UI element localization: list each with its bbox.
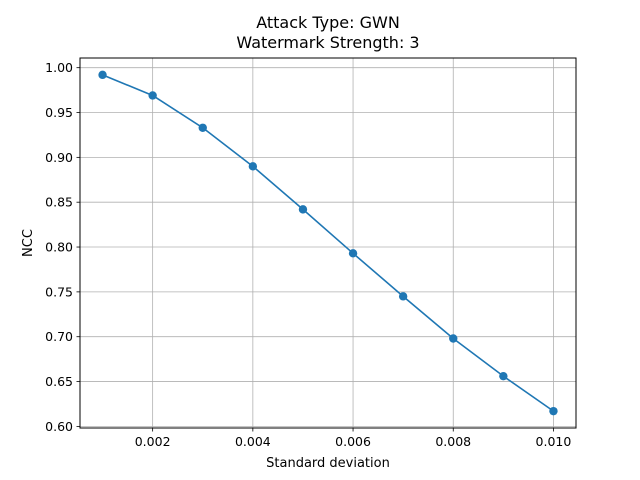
data-point bbox=[549, 406, 558, 416]
data-point bbox=[148, 91, 157, 100]
y-tick-label: 0.60 bbox=[45, 419, 73, 434]
x-tick-label: 0.008 bbox=[435, 434, 471, 449]
ticks-layer: 0.002 0.004 0.006 0.008 0.010 0.60 0.65 0.70 0.7… bbox=[45, 60, 571, 449]
chart-title-line1: Attack Type: GWN bbox=[256, 13, 400, 32]
grid bbox=[80, 58, 576, 428]
y-tick-label: 0.85 bbox=[45, 195, 73, 210]
y-tick-label: 0.80 bbox=[45, 240, 73, 255]
y-tick-label: 0.65 bbox=[45, 374, 73, 389]
x-tick-label: 0.002 bbox=[135, 434, 171, 449]
data-point bbox=[398, 292, 408, 301]
x-tick-label: 0.006 bbox=[335, 434, 371, 449]
data-point bbox=[298, 205, 308, 214]
y-tick-label: 0.90 bbox=[45, 150, 73, 165]
x-tick-label: 0.004 bbox=[235, 434, 271, 449]
data-point bbox=[348, 249, 358, 258]
data-point bbox=[198, 123, 207, 132]
y-tick-label: 0.95 bbox=[45, 105, 73, 120]
data-point bbox=[248, 162, 258, 171]
data-point bbox=[449, 334, 458, 343]
series-layer bbox=[98, 70, 558, 416]
series-line bbox=[102, 74, 554, 412]
y-tick-label: 0.70 bbox=[45, 329, 73, 344]
data-point bbox=[499, 371, 508, 381]
x-axis-label: Standard deviation bbox=[266, 456, 390, 471]
x-tick-label: 0.010 bbox=[536, 434, 572, 449]
plot-frame bbox=[79, 57, 577, 429]
data-point bbox=[98, 70, 107, 80]
y-tick-label: 1.00 bbox=[45, 60, 73, 75]
y-tick-label: 0.75 bbox=[45, 284, 73, 299]
y-axis-label: NCC bbox=[21, 229, 36, 257]
chart-title-line2: Watermark Strength: 3 bbox=[236, 33, 419, 52]
